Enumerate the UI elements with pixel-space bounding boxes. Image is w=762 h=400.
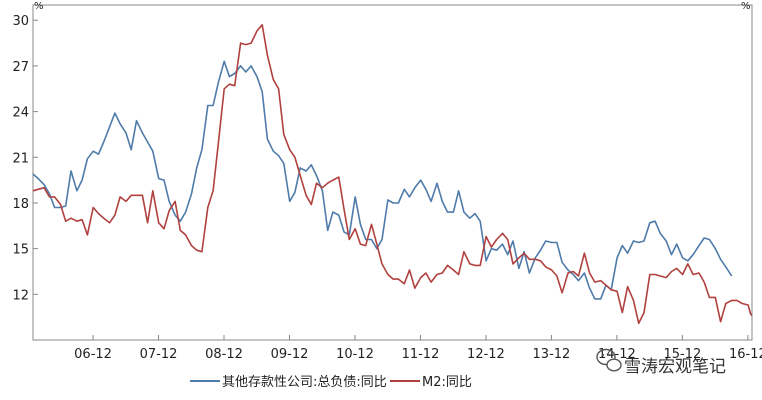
legend: 其他存款性公司:总负债:同比 M2:同比 (190, 375, 472, 390)
series-line-2 (32, 24, 753, 325)
x-tick-label: 06-12 (74, 347, 112, 362)
x-tick-label: 12-12 (467, 347, 505, 362)
y-tick-label: 30 (12, 14, 29, 29)
plot-frame (32, 4, 753, 341)
watermark-text: 雪涛宏观笔记 (624, 357, 726, 377)
x-tick-label: 15-12 (664, 347, 702, 362)
x-tick-label: 11-12 (402, 347, 440, 362)
y-tick-label: 18 (12, 197, 29, 212)
series-line-1 (32, 60, 733, 300)
legend-label-2: M2:同比 (422, 375, 472, 390)
wechat-icon (596, 348, 622, 372)
x-tick-label: 09-12 (271, 347, 309, 362)
ticks: % % 12 15 18 21 24 27 30 06-12 07-12 08-12 09-12 10-1… (12, 1, 762, 362)
y-unit-left: % (34, 1, 44, 12)
x-tick-label: 14-12 (598, 347, 636, 362)
x-tick-label: 13-12 (533, 347, 571, 362)
x-tick-label: 16-12 (729, 347, 762, 362)
y-tick-label: 27 (12, 60, 29, 75)
axes (32, 4, 753, 341)
y-tick-label: 24 (12, 106, 29, 121)
y-tick-label: 21 (12, 151, 29, 166)
legend-label-1: 其他存款性公司:总负债:同比 (222, 375, 387, 390)
series (32, 24, 753, 325)
x-tick-label: 07-12 (140, 347, 178, 362)
x-tick-label: 10-12 (336, 347, 374, 362)
y-unit-right: % (741, 1, 751, 12)
y-tick-label: 15 (12, 243, 29, 258)
y-tick-label: 12 (12, 288, 29, 303)
watermark: 雪涛宏观笔记 (596, 348, 726, 377)
x-tick-label: 08-12 (205, 347, 243, 362)
